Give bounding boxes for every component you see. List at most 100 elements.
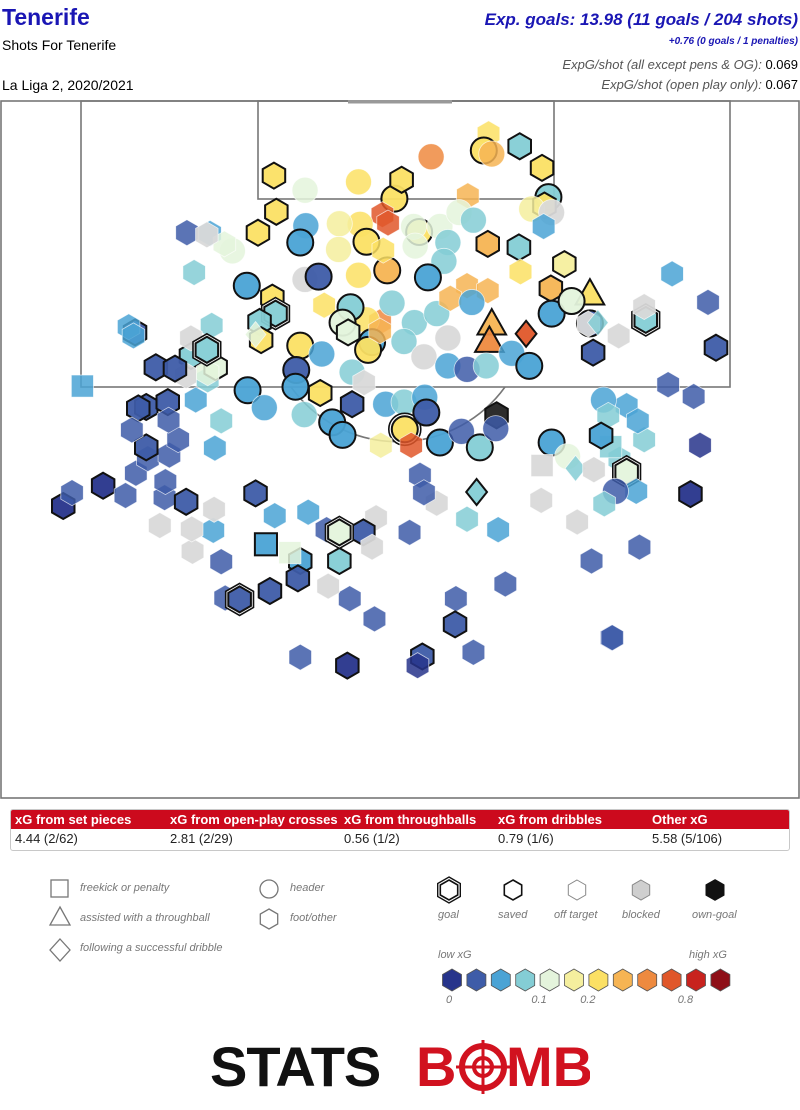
shot-diamond (244, 320, 267, 349)
shot-marker (369, 431, 393, 459)
shot-marker (173, 487, 199, 516)
shots-layer (51, 120, 729, 680)
xg-scale-swatch (490, 968, 511, 992)
shot-circle (472, 352, 500, 380)
shot-marker (290, 401, 318, 429)
shot-hexagon (203, 434, 227, 462)
shot-marker (444, 585, 468, 613)
shot-hexagon (507, 132, 532, 161)
shot-circle (557, 287, 586, 316)
shot-circle (286, 228, 315, 257)
shot-circle (434, 324, 462, 352)
shot-marker (401, 232, 429, 260)
shot-marker (607, 322, 631, 350)
hexagon-icon (259, 908, 279, 930)
shot-marker (296, 498, 320, 526)
shot-marker (442, 610, 468, 639)
shot-marker (434, 324, 462, 352)
shot-marker (327, 546, 352, 576)
shot-marker (345, 168, 372, 196)
shot-marker (678, 479, 703, 509)
shot-marker (209, 407, 233, 435)
shot-circle (291, 176, 319, 204)
breakdown-value-crosses: 2.81 (2/29) (170, 831, 233, 846)
legend-label-goal: goal (438, 909, 459, 921)
shot-marker (478, 140, 506, 168)
shot-marker (352, 369, 376, 397)
shot-marker (288, 643, 312, 671)
team-name: Tenerife (2, 4, 90, 30)
xg-scale-swatch (661, 968, 682, 992)
shot-marker (378, 289, 406, 317)
shot-hexagon (316, 572, 340, 600)
shot-marker (278, 541, 302, 565)
legend-label-foot: foot/other (290, 912, 337, 924)
shot-circle (460, 206, 487, 234)
legend-shapes (48, 876, 731, 992)
shot-circle (281, 372, 310, 401)
shot-hexagon (493, 570, 517, 598)
shot-marker (472, 352, 500, 380)
shot-marker (514, 319, 538, 349)
breakdown-header-row: xG from set pieces xG from open-play cro… (11, 810, 789, 829)
shot-marker (148, 512, 172, 539)
shot-hexagon (362, 605, 387, 633)
statsbomb-logo-mark: STATS B MB (210, 1035, 593, 1098)
shot-marker (328, 420, 357, 449)
shot-circle (465, 433, 494, 462)
shot-hexagon (261, 161, 287, 190)
shot-circle (290, 401, 318, 429)
legend-label-own-goal: own-goal (692, 909, 737, 921)
shot-marker (180, 515, 204, 543)
shot-hexagon (296, 498, 320, 526)
shot-hexagon (506, 233, 532, 262)
shot-marker (243, 479, 268, 508)
legend-label-off-target: off target (554, 909, 598, 921)
shot-marker (537, 299, 566, 328)
shot-marker (232, 271, 261, 300)
shot-hexagon (475, 229, 500, 259)
shot-circle (325, 236, 352, 263)
shot-marker (410, 343, 438, 371)
outcome-icon-off (567, 879, 587, 901)
shot-circle (378, 289, 406, 317)
shot-hexagon (288, 643, 312, 671)
shot-circle (250, 394, 278, 422)
shot-hexagon (660, 260, 684, 288)
shot-marker (455, 505, 479, 533)
shot-marker (199, 311, 224, 339)
shot-marker (660, 260, 684, 288)
xg-scale-swatch (564, 968, 584, 992)
shot-marker (250, 394, 278, 422)
shot-hexagon (194, 335, 220, 364)
shot-marker (565, 508, 589, 536)
shot-marker (530, 454, 554, 477)
shot-marker (257, 576, 283, 606)
shot-marker (389, 165, 414, 194)
shot-hexagon (376, 209, 400, 237)
shot-marker (354, 335, 383, 364)
xg-scale-swatch (612, 968, 633, 992)
shot-hexagon (405, 652, 430, 680)
shot-marker (202, 495, 226, 523)
shot-hexagon (335, 318, 361, 347)
shot-hexagon (682, 383, 706, 410)
shot-hexagon (307, 378, 333, 408)
xg-color-scale (442, 968, 731, 992)
shot-marker (156, 406, 181, 434)
shot-marker (417, 143, 445, 171)
shot-circle (233, 376, 262, 405)
shot-marker (703, 333, 729, 362)
shot-marker (399, 431, 423, 459)
shot-hexagon (529, 153, 555, 183)
shot-marker (180, 537, 205, 565)
shot-hexagon (688, 431, 712, 459)
shot-marker (307, 378, 333, 408)
shot-hexagon (368, 317, 392, 345)
shot-hexagon (444, 585, 468, 613)
breakdown-value-throughballs: 0.56 (1/2) (344, 831, 400, 846)
shot-marker (688, 431, 712, 459)
shot-marker (460, 206, 487, 234)
shot-marker (368, 317, 392, 345)
xg-scale-swatch (515, 968, 536, 992)
